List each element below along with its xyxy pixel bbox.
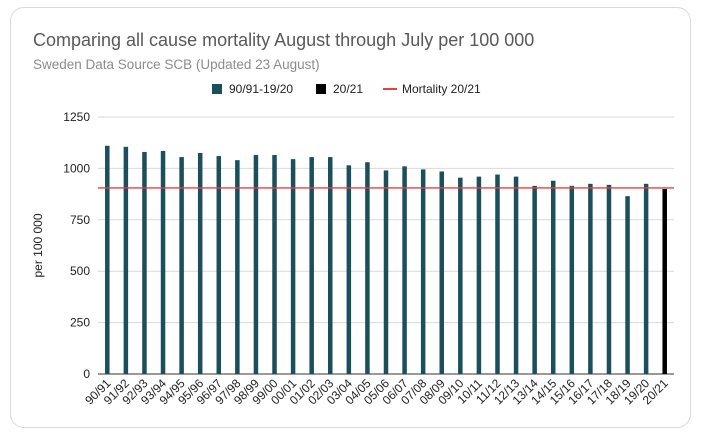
bar-99-00: [272, 155, 277, 374]
bar-00-01: [290, 159, 296, 374]
bar-90-91: [105, 145, 110, 374]
y-tick-label: 0: [83, 367, 90, 381]
y-tick-label: 500: [70, 264, 90, 278]
y-axis-ticks: 0 250 500 750 1000 1250: [63, 110, 90, 381]
chart-subtitle: Sweden Data Source SCB (Updated 23 Augus…: [33, 57, 320, 72]
legend: 90/91-19/20 20/21 Mortality 20/21: [212, 82, 481, 96]
bar-04-05: [365, 162, 370, 374]
bar-07-08: [420, 169, 426, 374]
bar-15-16: [569, 185, 575, 374]
legend-label: 20/21: [333, 82, 363, 96]
y-tick-label: 250: [70, 316, 90, 330]
y-tick-label: 1000: [63, 161, 90, 175]
bar-92-93: [142, 151, 147, 374]
bar-10-11: [476, 176, 482, 374]
bar-08-09: [439, 171, 444, 374]
bar-97-98: [235, 160, 240, 374]
legend-swatch: [316, 84, 326, 94]
bar-11-12: [495, 174, 500, 374]
legend-label: 90/91-19/20: [229, 82, 293, 96]
y-axis-label: per 100 000: [31, 213, 45, 277]
bar-06-07: [402, 166, 407, 374]
bar-01-02: [309, 157, 314, 374]
chart-title: Comparing all cause mortality August thr…: [33, 30, 535, 50]
bar-09-10: [458, 177, 463, 374]
bar-18-19: [625, 196, 630, 374]
bar-17-18: [606, 184, 612, 374]
bar-93-94: [160, 150, 166, 374]
bar-16-17: [588, 183, 593, 374]
bar-05-06: [383, 170, 389, 374]
bar-91-92: [123, 146, 129, 374]
y-tick-label: 750: [70, 213, 90, 227]
bar-13-14: [532, 185, 537, 374]
bar-02-03: [328, 157, 333, 374]
bar-94-95: [179, 157, 184, 374]
bar-12-13: [513, 176, 519, 374]
bar-98-99: [253, 155, 259, 374]
bar-96-97: [216, 156, 222, 374]
x-axis-ticks: 90/9191/9292/9393/9494/9595/9696/9797/98…: [82, 376, 671, 407]
bar-14-15: [550, 180, 556, 374]
legend-label: Mortality 20/21: [402, 82, 481, 96]
bar-20-21: [662, 188, 667, 374]
bar-19-20: [643, 183, 649, 374]
bar-03-04: [346, 165, 352, 374]
legend-swatch: [212, 84, 222, 94]
y-tick-label: 1250: [63, 110, 90, 124]
bars: [105, 145, 667, 374]
bar-95-96: [197, 152, 203, 374]
